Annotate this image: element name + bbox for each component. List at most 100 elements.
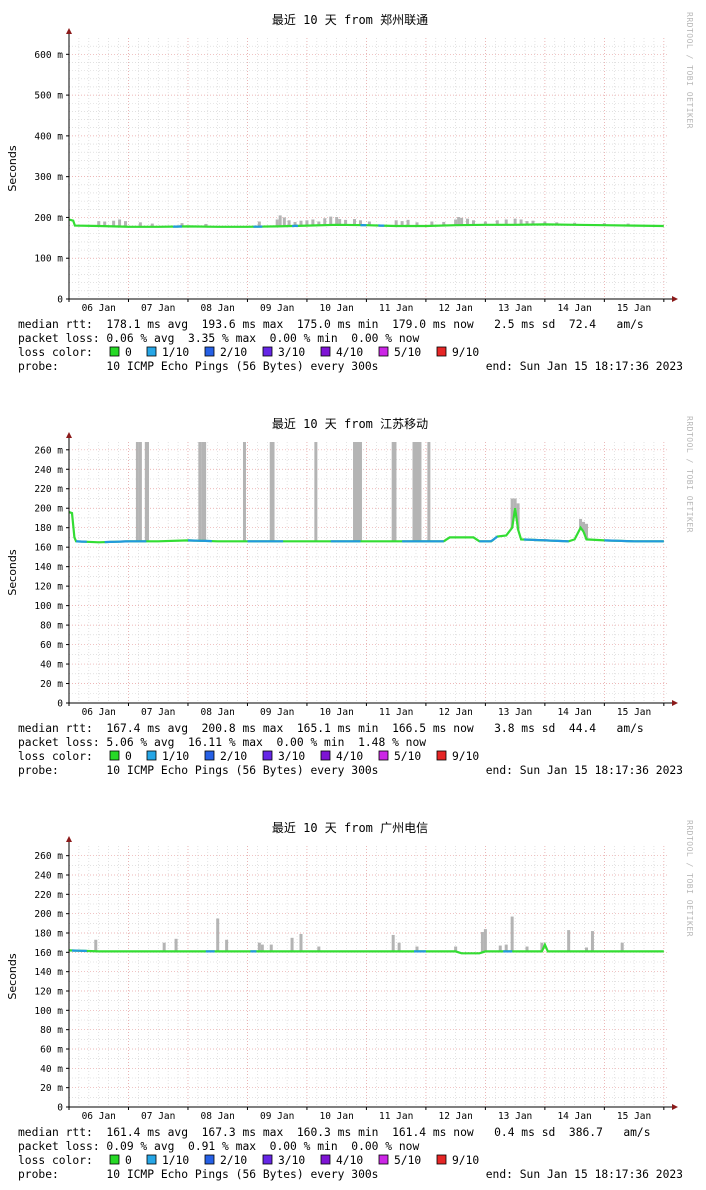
y-tick-label: 80 m [40,621,63,632]
smoke-spike [257,221,261,227]
smoke-spike [150,223,154,227]
smoke-spike [201,442,205,541]
smoke-spike [585,523,589,540]
y-tick-label: 260 m [34,851,63,862]
smoke-spike [290,937,294,952]
watermark: RRDTOOL / TOBI OETIKER [685,820,694,937]
x-tick-label: 06 Jan [82,1111,116,1122]
smoke-spike [260,944,264,952]
loss-color-swatch [262,346,273,357]
loss-color-item-label: 0 [125,1154,132,1167]
loss-color-item-label: 5/10 [394,1154,421,1167]
y-tick-label: 500 m [34,91,63,102]
smoke-spike [480,932,484,953]
loss-color-label: loss color: [18,346,93,359]
smoke-spike [353,442,357,542]
smoke-spike [460,217,464,226]
smoke-spike [415,222,419,227]
loss-color-item-label: 3/10 [278,346,305,359]
smoke-spike [162,942,166,952]
x-tick-label: 14 Jan [557,303,591,314]
smoke-spike [311,219,315,226]
probe-info: probe: 10 ICMP Echo Pings (56 Bytes) eve… [18,764,378,777]
y-tick-label: 180 m [34,523,63,534]
smoke-spike [567,930,571,952]
loss-color-item-label: 4/10 [336,1154,363,1167]
x-tick-label: 09 Jan [260,1111,294,1122]
y-tick-label: 40 m [40,660,63,671]
smoke-spike [543,221,547,225]
median-loss-segment [76,540,87,543]
loss-color-swatch [320,1154,331,1165]
smoke-spike [516,503,520,530]
y-tick-label: 260 m [34,445,63,456]
smoke-spike [282,217,286,227]
smoke-spike [225,939,229,952]
smoke-spike [525,946,529,952]
smoke-spike [498,945,502,952]
x-axis-arrow [672,296,678,302]
y-tick-label: 100 m [34,1006,63,1017]
y-tick-label: 180 m [34,929,63,940]
chart-title: 最近 10 天 from 江苏移动 [272,417,428,431]
median-loss-segment [604,539,664,543]
y-tick-label: 200 m [34,504,63,515]
median-line [68,508,664,544]
y-tick-label: 20 m [40,1083,63,1094]
loss-color-swatch [109,1154,120,1165]
smoke-spike [287,220,291,227]
y-tick-label: 120 m [34,987,63,998]
loss-color-swatch [320,750,331,761]
packet-loss-stats: packet loss: 0.09 % avg 0.91 % max 0.00 … [18,1140,419,1153]
y-tick-label: 80 m [40,1025,63,1036]
end-time: end: Sun Jan 15 18:17:36 2023 [486,764,683,777]
loss-color-swatch [320,346,331,357]
smoke-spike [504,219,508,225]
smoke-spike [257,942,261,952]
smoke-spike [582,521,586,532]
smoke-spike [400,221,404,227]
smoke-spike [394,220,398,227]
y-tick-label: 600 m [34,50,63,61]
smoke-spike [454,946,458,952]
watermark: RRDTOOL / TOBI OETIKER [685,416,694,533]
x-tick-label: 12 Jan [438,707,472,718]
smoke-spike [579,518,583,528]
x-tick-label: 08 Jan [201,1111,235,1122]
packet-loss-stats: packet loss: 0.06 % avg 3.35 % max 0.00 … [18,332,419,345]
smoke-spike [406,219,410,227]
smoke-spike [112,220,116,227]
y-tick-label: 160 m [34,543,63,554]
y-tick-label: 200 m [34,213,63,224]
smoke-spike [454,219,458,226]
loss-color-item-label: 1/10 [162,1154,189,1167]
smoke-spike [203,442,207,541]
x-tick-label: 11 Jan [379,707,413,718]
smoke-spike [180,223,184,227]
smoke-spike [198,442,202,541]
smoke-spike [483,929,487,952]
x-tick-label: 09 Jan [260,707,294,718]
smoke-spike [299,220,303,226]
smoke-spike [135,442,139,542]
median-loss-segment [187,539,212,543]
loss-color-swatch [109,346,120,357]
smoke-spike [242,442,246,542]
chart-title: 最近 10 天 from 郑州联通 [272,12,428,27]
loss-color-item-label: 5/10 [394,750,421,763]
smoke-spike [299,933,303,952]
y-tick-label: 220 m [34,484,63,495]
y-tick-label: 0 [57,1103,63,1114]
loss-color-swatch [436,346,447,357]
smoke-spike [519,219,523,225]
x-tick-label: 13 Jan [498,303,532,314]
smoke-spike [418,442,422,542]
smoke-spike [525,221,529,225]
smoke-spike [471,220,475,225]
loss-color-item-label: 4/10 [336,346,363,359]
smoke-spike [510,498,514,528]
smoke-spike [510,916,514,952]
smoke-spike [293,221,297,226]
loss-color-swatch [436,750,447,761]
loss-color-swatch [378,750,389,761]
